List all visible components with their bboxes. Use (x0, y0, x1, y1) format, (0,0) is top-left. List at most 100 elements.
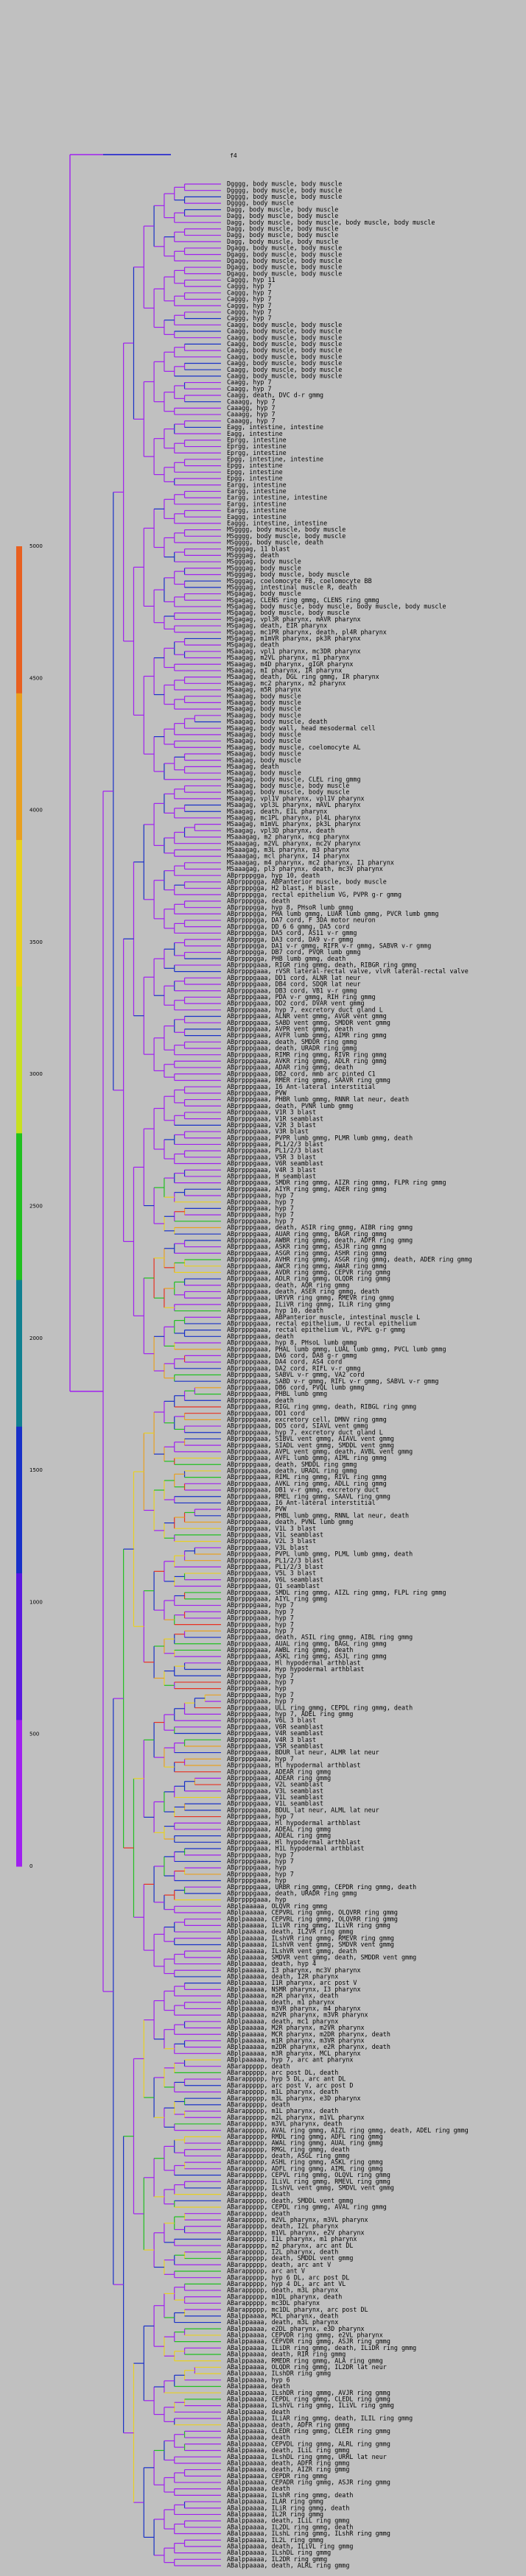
leaf-label: MSaagag, body muscle (227, 705, 301, 713)
leaf-label: ABprpppgaaa, RIML ring gmmg, RIVL ring g… (227, 1473, 387, 1481)
leaf-label: Caagg, body muscle, body muscle (227, 321, 342, 328)
leaf-label: Dgggg, body muscle, body muscle (227, 186, 342, 194)
leaf-label: ABprpppgaaa, V6L seamblast (227, 1575, 323, 1583)
leaf-label: MSaagag, body muscle, body muscle (227, 788, 349, 796)
leaf-label: ABprpppgaaa, V6R seamblast (227, 1723, 323, 1730)
leaf-label: ABprpppgaaa, PHBL lumb gmmg (227, 1390, 327, 1397)
leaf-label: ABprpppgaaa, death, ASIL ring gmmg, AIBL… (227, 1634, 413, 1641)
leaf-label: MSaaagag, m4 pharynx, mc2 pharynx, I1 ph… (227, 858, 394, 866)
leaf-label: ABprpppgaaa, hyp 7 (227, 1857, 294, 1865)
leaf-label: MSaagag, body muscle (227, 756, 301, 763)
leaf-label: MSgagag, vpl3R pharynx, mAVR pharynx (227, 615, 361, 623)
leaf-label: MSaagag, body muscle (227, 692, 301, 699)
leaf-label: ABarappppp, CEPDL ring gmmg, AVAL ring g… (227, 2203, 387, 2211)
leaf-label: ABprpppgaaa, hyp (227, 1896, 287, 1903)
leaf-label: MSgggag, body muscle, body muscle (227, 571, 349, 578)
leaf-label: Caagg, body muscle, body muscle (227, 340, 342, 347)
leaf-label: ABprpppgaaa, hyp (227, 1684, 287, 1692)
leaf-label: ABprpppgaaa, ABPanterior muscle, intesti… (227, 1313, 420, 1321)
leaf-label: ABplpaaaaa, ILshVR vent gmmg, SMDVR vent… (227, 1941, 394, 1948)
leaf-label: ABprpppgaaa, rVSR lateral-rectal valve, … (227, 967, 469, 975)
leaf-label: ABalppaaaa, death, ADFR ring gmmg (227, 2459, 349, 2466)
leaf-label: ABprpppgaaa, hyp 7 (227, 1679, 294, 1686)
leaf-label: ABprpppgaaa, RIMR ring gmmg, RIVR ring g… (227, 1051, 387, 1058)
leaf-label: ABarappppp, death, arc ant V (227, 2261, 331, 2268)
leaf-label: ABalppaaaa, death, ADFR ring gmmg (227, 2421, 349, 2428)
leaf-label: ABprpppgaaa, death, SMDDR ring gmmg (227, 1038, 357, 1045)
legend-color-segment (16, 693, 22, 840)
leaf-label: ABprpppgaaa, I6 Ant-lateral interstitial (227, 1499, 376, 1506)
leaf-label: ABprpppgaaa, AIYL ring gmmg (227, 1595, 327, 1602)
leaf-label: ABprpppgaaa, Hl hypodermal arthblast (227, 1838, 361, 1846)
leaf-label: Epgg, intestine (227, 462, 283, 469)
leaf-label: ABprpppgaaa, hyp 7 (227, 1755, 294, 1762)
leaf-label: ABprpppgaaa, PHBR lumb gmmg, RNNR lat ne… (227, 1095, 409, 1103)
leaf-label: Caggg, hyp 7 (227, 308, 272, 316)
leaf-label: ABalppaaaa, death (227, 2408, 290, 2416)
leaf-label: ABalppaaaa, death (227, 2434, 290, 2441)
leaf-label: ABalppaaaa, CEPDR ring gmmg (227, 2472, 327, 2480)
leaf-label: ABprpppgaaa, Hl hypodermal arthblast (227, 1659, 361, 1666)
leaf-label: ABprpppgaaa, death, URADL ring gmmg (227, 1467, 357, 1475)
leaf-label: ABalppaaaa, death, ILiVL ring gmmg (227, 2543, 353, 2550)
leaf-label: ABprpppgaaa, AVFR lumb gmmg, AIMR ring g… (227, 1031, 387, 1039)
leaf-label: MSgagag, CLENS ring gmmg, CLENS ring gmm… (227, 596, 379, 604)
leaf-label: ABalppaaaa, CEPADR ring gmmg, ASJR ring … (227, 2479, 390, 2486)
leaf-label: ABalppaaaa, hyp 6 (227, 2376, 290, 2383)
legend-color-segment (16, 1719, 22, 1867)
leaf-label: ABalppaaaa, IL2R ring gmmg (227, 2510, 323, 2518)
leaf-label: ABprpppgaaa, SABD v-r gmmg, RIFL v-r gmm… (227, 1377, 438, 1385)
leaf-label: ABarappppp, death, ASGL ring gmmg (227, 2152, 349, 2159)
leaf-label: ABprpppgaaa, AVPL vent gmmg, death, AVBL… (227, 1447, 413, 1455)
leaf-label: ABprpppgga, DA3 cord, DA9 v-r gmmg (227, 936, 353, 943)
leaf-label: MSaagag, death (227, 763, 279, 770)
leaf-label: MSaagag, body muscle, coelomocyte AL (227, 744, 361, 751)
leaf-label: ABprpppgaaa, DB1 v-r gmmg, excretory duc… (227, 1486, 379, 1494)
leaf-label: Dgggg, body muscle, body muscle (227, 180, 342, 188)
leaf-label: Dagg, body muscle, body muscle (227, 231, 338, 239)
leaf-label: Caagg, body muscle, body muscle (227, 347, 342, 354)
legend-tick-label: 1000 (29, 1599, 43, 1605)
leaf-label: ABprpppgaaa, ASKR ring gmmg, ASJR ring g… (227, 1243, 387, 1250)
leaf-label: MSaagag, vpl1 pharynx, mc3DR pharynx (227, 647, 361, 654)
leaf-label: ABprpppgga, H2 blast, H blast (227, 884, 334, 892)
leaf-label: Caggg, hyp 7 (227, 295, 272, 303)
leaf-label: ABprpppgga, ABPanterior muscle, body mus… (227, 878, 387, 885)
leaf-label: ABprpppgga, rectal epithelium VG, PVPR g… (227, 891, 401, 898)
leaf-label: ABarappppp, m2L pharynx, m1VL pharynx (227, 2114, 365, 2121)
leaf-label: ABprpppgaaa, V1R 3 blast (227, 1109, 316, 1116)
leaf-label: Caagg, hyp 7 (227, 378, 272, 386)
leaf-label: MSgggag, intestinal muscle R, death (227, 583, 357, 590)
leaf-label: ABalppaaaa, CEPVDR ring gmmg, e2VL phary… (227, 2332, 383, 2339)
leaf-label: ABarappppp, mc3DL pharynx (227, 2299, 320, 2307)
leaf-label: ABprpppgaaa, SMDL ring gmmg, AIZL ring g… (227, 1589, 446, 1596)
leaf-label: ABprpppgaaa, DD2 cord, DVAR vent gmmg (227, 1000, 365, 1007)
leaf-label: ABprpppgaaa, Q1 seamblast (227, 1582, 320, 1589)
leaf-label: ABarappppp, AWAL ring gmmg, AUAL ring gm… (227, 2139, 383, 2147)
leaf-label: ABprpppgga, DA1 v-r gmmg, RIFR v-r gmmg,… (227, 942, 431, 949)
leaf-label: ABprpppgaaa, DB3 cord, VB1 v-r gmmg (227, 987, 357, 994)
leaf-label: MSgggag, 11 blast (227, 545, 290, 552)
leaf-label: ABprpppgaaa, hyp (227, 1864, 287, 1871)
leaf-label: ABplpaaaaa, I3 pharynx, mc3V pharynx (227, 1966, 361, 1974)
leaf-label: ABprpppgaaa, DB2 cord, mmb arc pinted C1 (227, 1070, 376, 1077)
leaf-label: MSaagag, mc2 pharynx, m2 pharynx (227, 680, 346, 687)
leaf-label: Eargg, intestine, intestine (227, 494, 327, 501)
leaf-label: MSaagag, body muscle (227, 699, 301, 706)
leaf-label: ABprpppgaaa, V4R 3 blast (227, 1736, 316, 1743)
leaf-label: ABalppaaaa, IL2DL ring gmmg, death (227, 2523, 353, 2530)
leaf-label: ABalppaaaa, ILshDL ring gmmg (227, 2549, 331, 2556)
leaf-label: Caggg, hyp 7 (227, 283, 272, 290)
leaf-label: ABprpppgaaa, hyp 7 (227, 1601, 294, 1609)
leaf-label: ABprpppgaaa, hyp 7 (227, 1691, 294, 1698)
leaf-label: ABplpaaaaa, hyp 7, arc ant pharynx (227, 2056, 353, 2064)
leaf-label: ABprpppgaaa, rectal epithelium, U rectal… (227, 1320, 416, 1327)
leaf-label: ABprpppgaaa, death, URADR ring gmmg (227, 1045, 357, 1052)
leaf-label: ABprpppgaaa, PL1/2/3 blast (227, 1140, 323, 1148)
leaf-label: MSgagag, death (227, 641, 279, 649)
leaf-label: ABprpppgaaa, V4R 3 blast (227, 1166, 316, 1174)
leaf-label: ABprpppgaaa, PL1/2/3 blast (227, 1563, 323, 1570)
leaf-label: ABprpppgga, hyp 8, PHsoR lumb gmmg (227, 903, 353, 911)
leaf-label: MSgggag, coelomocyte FB, coelomocyte BB (227, 577, 372, 585)
leaf-label: ABprpppgaaa, hyp 7, excretory duct gland… (227, 1006, 383, 1013)
